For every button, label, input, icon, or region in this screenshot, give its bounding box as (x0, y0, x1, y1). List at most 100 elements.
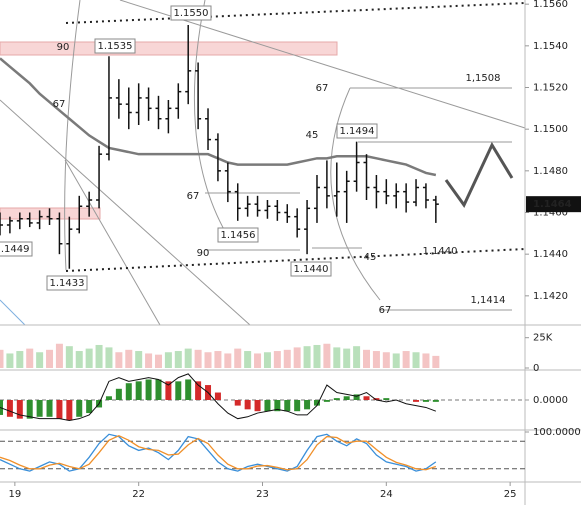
macd-bar (195, 381, 202, 400)
x-tick-label: 24 (380, 489, 393, 500)
volume-bar (382, 352, 390, 368)
volume-bar (95, 344, 103, 368)
macd-line (0, 373, 437, 422)
volume-bar (422, 353, 430, 368)
macd-bar (313, 400, 320, 406)
fib-arc (64, 0, 81, 271)
volume-bar (6, 353, 14, 368)
macd-bar (175, 381, 182, 400)
price-box-label: 1.1440 (294, 264, 329, 275)
x-tick-label: 23 (256, 489, 269, 500)
macd-bar (343, 396, 350, 400)
trendlines (0, 0, 526, 326)
volume-bar (115, 352, 123, 368)
y-tick-label: 1.1500 (533, 124, 568, 135)
volume-bar (204, 352, 212, 368)
volume-bar (244, 351, 252, 368)
volume-bar (0, 349, 4, 368)
macd-bar (304, 400, 311, 410)
macd-bar (105, 396, 112, 400)
y-tick-label: 100.0000 (533, 427, 581, 438)
volume-bar (303, 346, 311, 368)
fib-arc (330, 87, 381, 301)
volume-bar (194, 349, 202, 368)
price-box (217, 227, 259, 243)
volume-bar (36, 352, 44, 368)
macd-bar (26, 400, 33, 419)
volume-bar (184, 348, 192, 368)
macd-bar (214, 392, 221, 400)
volume-bar (372, 351, 380, 368)
fib-label: 45 (364, 252, 377, 263)
price-note: 1,1414 (471, 295, 506, 306)
volume-bar (105, 347, 113, 368)
price-box (0, 241, 33, 257)
macd-bar (413, 400, 420, 402)
stochastic-line (0, 434, 437, 471)
volume-bar (125, 349, 133, 368)
macd-bar (254, 400, 261, 412)
macd-bar (353, 394, 360, 400)
volume-bar (392, 353, 400, 368)
trendline (119, 0, 526, 129)
macd-bar (46, 400, 53, 417)
volume-bar (16, 351, 24, 368)
fib-label: 67 (53, 99, 66, 110)
trendline (0, 299, 26, 326)
volume-bar (55, 343, 63, 368)
resistance-line (65, 2, 526, 24)
y-tick-label: 1.1440 (533, 249, 568, 260)
volume-bar (214, 351, 222, 368)
volume-bar (254, 353, 262, 368)
price-note: 1,1508 (466, 73, 501, 84)
x-tick-label: 22 (132, 489, 145, 500)
price-box-label: 1.1433 (50, 278, 85, 289)
volume-bar (224, 353, 232, 368)
volume-bar (333, 347, 341, 368)
x-tick-label: 19 (8, 489, 21, 500)
price-box-label: 1.1535 (98, 41, 133, 52)
volume-bar (263, 352, 271, 368)
macd-bar (155, 379, 162, 400)
fib-label: 67 (379, 305, 392, 316)
projection (444, 141, 514, 208)
last-price-label: 1.1464 (533, 199, 572, 210)
price-note: 1.1440 (423, 246, 458, 257)
volume-bar (135, 351, 143, 368)
price-box (94, 38, 136, 54)
macd-bar (115, 388, 122, 400)
y-tick-label: 1.1540 (533, 41, 568, 52)
y-tick-label: 1.1520 (533, 83, 568, 94)
price-box-label: 1.1550 (174, 8, 209, 19)
price-box-label: 1.1456 (221, 230, 256, 241)
fib-arc (193, 0, 231, 241)
y-tick-label: 1.1480 (533, 166, 568, 177)
macd-bar (323, 400, 330, 402)
y-tick-label: 0.0000 (533, 395, 568, 406)
macd-bar (125, 383, 132, 400)
price-box-label: 1.1494 (340, 126, 375, 137)
volume-bar (75, 351, 83, 368)
trendline (64, 159, 161, 326)
zone (0, 41, 338, 56)
stochastic-line (0, 433, 437, 472)
macd-bar (422, 400, 429, 402)
y-tick-label: 25K (533, 333, 553, 344)
last-price-box (526, 196, 581, 213)
price-box-label: 1.1449 (0, 244, 30, 255)
volume-bar (353, 346, 361, 368)
y-tick-label: 1.1460 (533, 208, 568, 219)
macd-bar (86, 400, 93, 414)
macd-bar (264, 400, 271, 412)
volume-bar (323, 343, 331, 368)
macd-bar (56, 400, 63, 419)
volume-bar (174, 351, 182, 368)
macd-bar (185, 379, 192, 400)
volume-bar (164, 352, 172, 368)
macd-bar (145, 379, 152, 400)
volume-bar (154, 354, 162, 368)
macd-bar (294, 400, 301, 412)
macd-bar (16, 400, 23, 419)
volume-bar (343, 348, 351, 368)
